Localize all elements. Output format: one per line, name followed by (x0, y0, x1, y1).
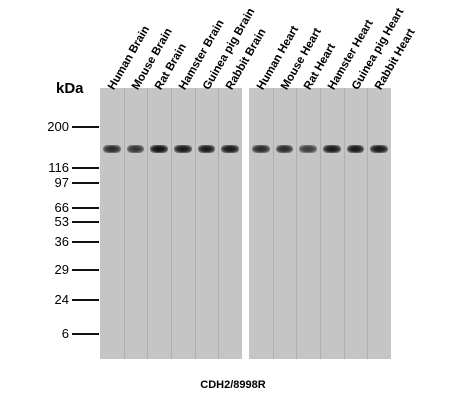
lane-separator (147, 88, 149, 359)
protein-band (275, 145, 294, 153)
marker-tick-24 (72, 299, 99, 301)
lane (320, 88, 344, 359)
blot-panel-heart (249, 88, 391, 359)
lane-separator (343, 88, 345, 359)
lane (367, 88, 391, 359)
lane (124, 88, 148, 359)
protein-band (221, 145, 239, 153)
protein-band (370, 145, 388, 153)
marker-label-36: 36 (54, 234, 69, 249)
blot-panel-brain (100, 88, 242, 359)
protein-band (126, 145, 145, 153)
marker-tick-29 (72, 269, 99, 271)
lane (249, 88, 273, 359)
marker-label-200: 200 (47, 119, 69, 134)
protein-band (252, 145, 270, 153)
lane (218, 88, 242, 359)
antibody-caption: CDH2/8998R (200, 379, 266, 391)
protein-band (150, 145, 168, 153)
marker-tick-6 (72, 333, 99, 335)
marker-label-53: 53 (54, 214, 69, 229)
marker-label-116: 116 (48, 160, 69, 175)
protein-band (197, 145, 216, 153)
protein-band (299, 145, 317, 153)
protein-band (323, 145, 341, 153)
lane (296, 88, 320, 359)
lane-separator (320, 88, 321, 359)
lane-separator (171, 88, 172, 359)
marker-label-66: 66 (54, 200, 69, 215)
lane (344, 88, 368, 359)
lane (195, 88, 219, 359)
marker-label-24: 24 (54, 292, 69, 307)
lane-separator (367, 88, 369, 359)
marker-tick-53 (72, 221, 99, 223)
marker-label-97: 97 (54, 175, 69, 190)
lane-separator (123, 88, 125, 359)
kda-unit-label: kDa (56, 80, 84, 97)
lane (100, 88, 124, 359)
lane-separator (194, 88, 196, 359)
protein-band (103, 145, 121, 153)
marker-label-6: 6 (61, 326, 69, 341)
marker-tick-36 (72, 241, 99, 243)
marker-tick-66 (72, 207, 99, 209)
lane (147, 88, 171, 359)
protein-band (346, 145, 365, 153)
marker-tick-200 (72, 126, 99, 128)
protein-band (174, 145, 192, 153)
marker-label-29: 29 (54, 262, 69, 277)
marker-tick-116 (72, 167, 99, 169)
marker-tick-97 (72, 182, 99, 184)
lane (171, 88, 195, 359)
lane (273, 88, 297, 359)
lane-separator (296, 88, 298, 359)
lane-separator (218, 88, 220, 359)
lane-separator (272, 88, 274, 359)
